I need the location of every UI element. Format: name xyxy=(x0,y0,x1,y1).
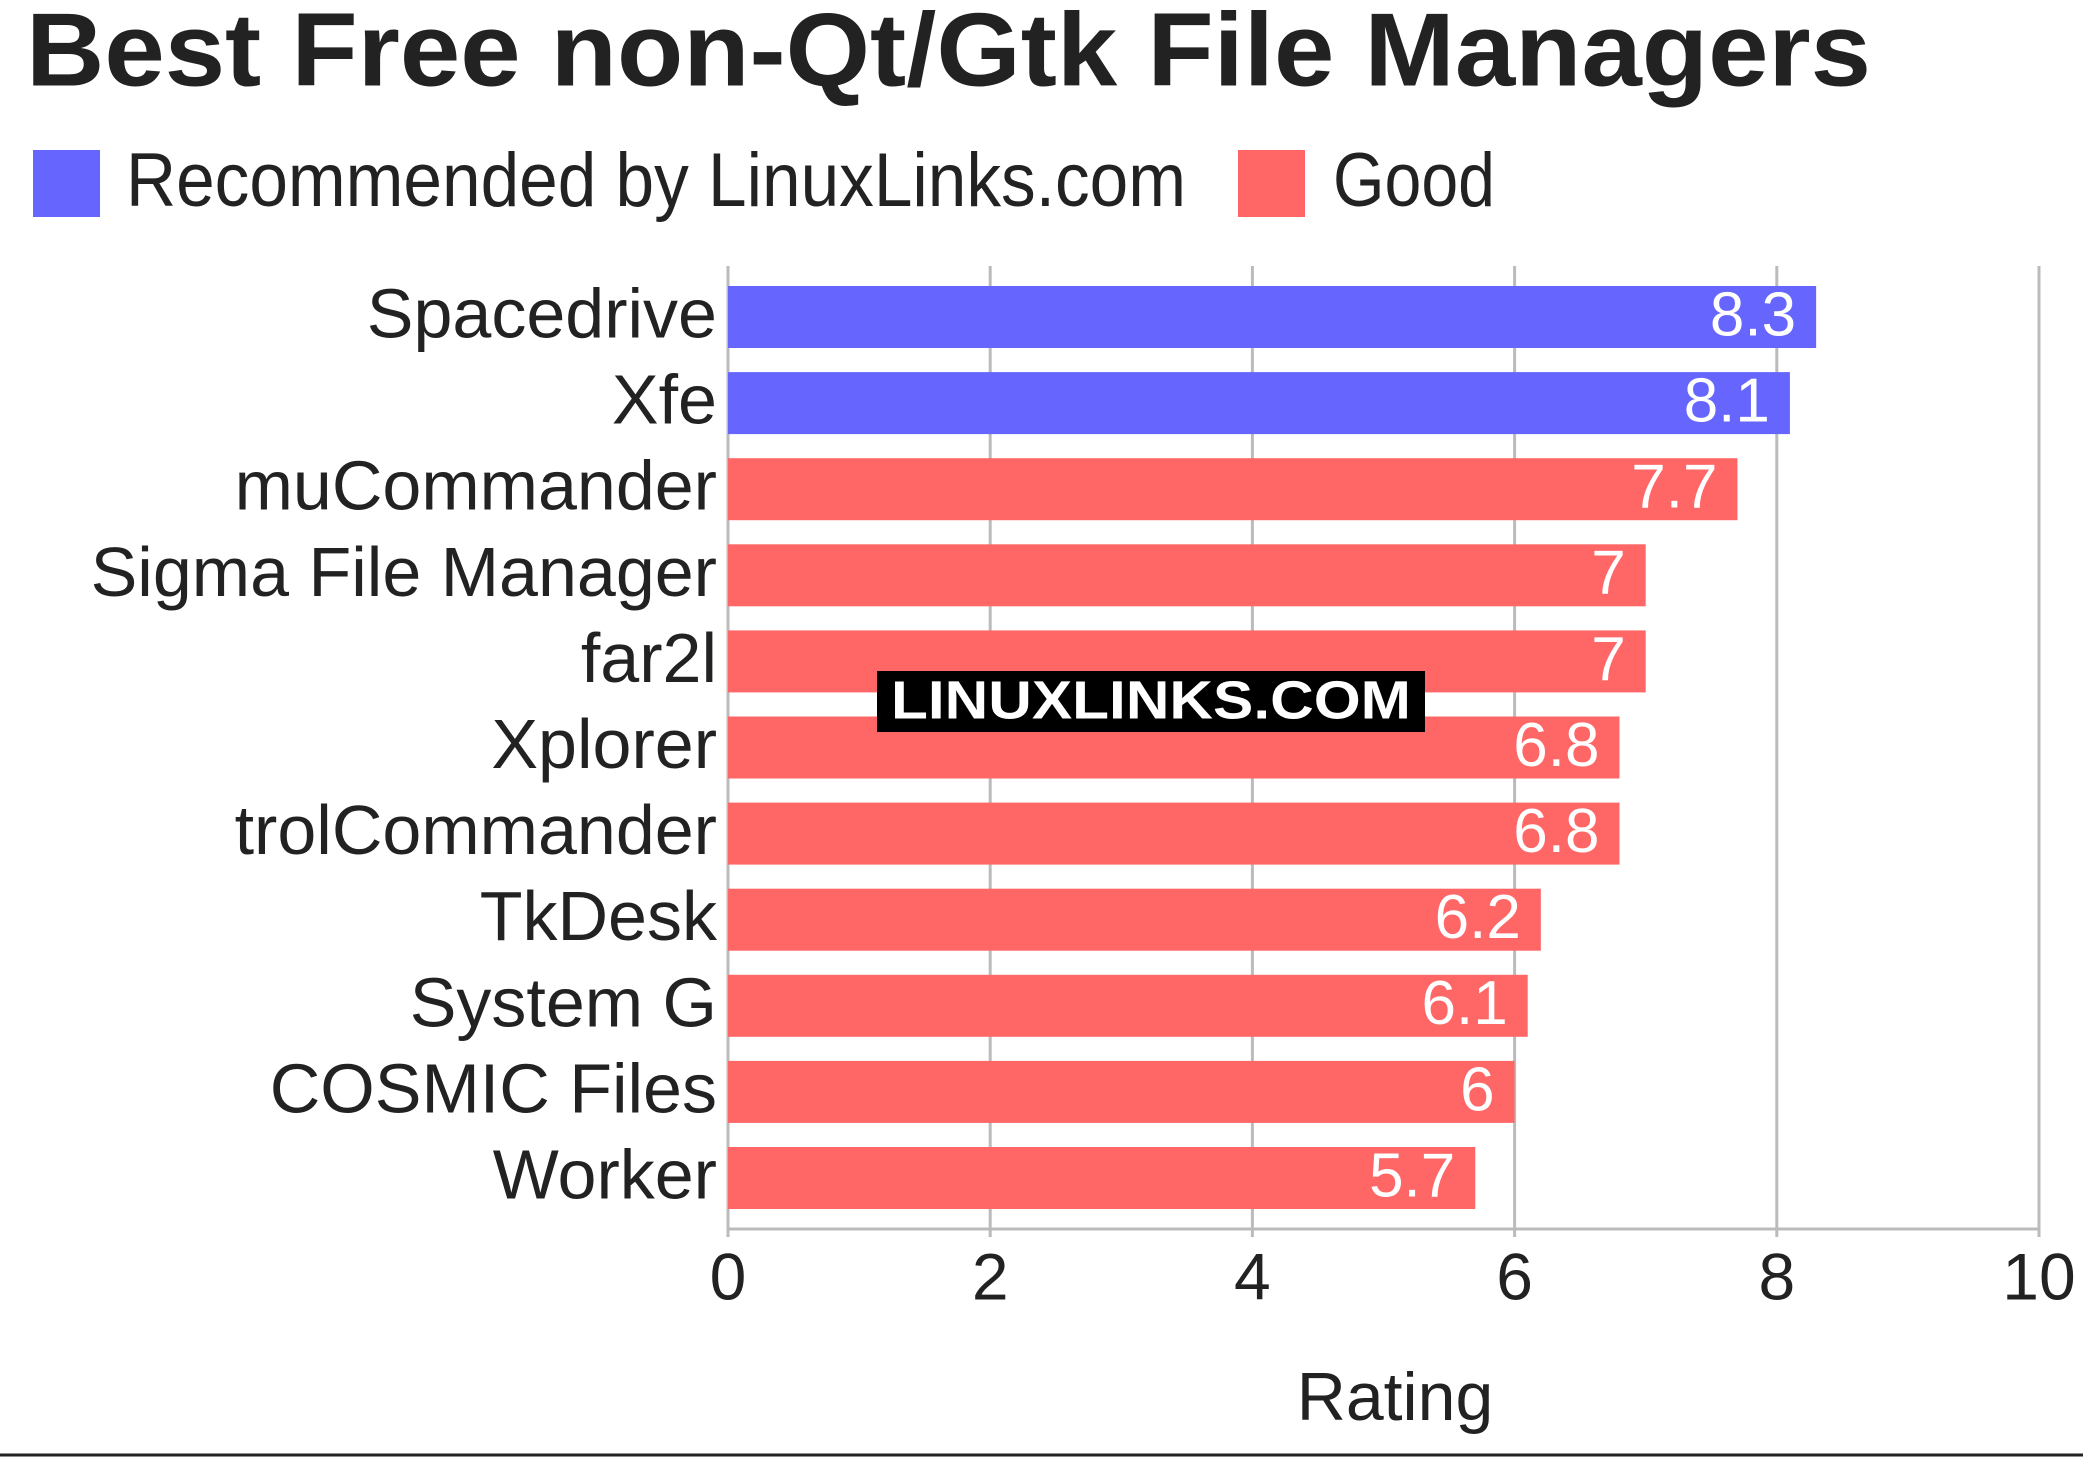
bar xyxy=(728,1147,1476,1209)
bar xyxy=(728,286,1817,348)
value-label: 7.7 xyxy=(1631,453,1717,522)
y-tick-label: TkDesk xyxy=(480,877,718,955)
x-tick-label: 8 xyxy=(1758,1239,1795,1313)
x-tick-label: 6 xyxy=(1496,1239,1533,1313)
value-label: 5.7 xyxy=(1369,1141,1455,1210)
x-tick-label: 10 xyxy=(2002,1239,2075,1313)
y-tick-label: Xfe xyxy=(612,361,717,439)
x-tick-label: 0 xyxy=(710,1239,747,1313)
y-tick-label: Spacedrive xyxy=(367,274,717,352)
bar xyxy=(728,802,1620,865)
watermark: LINUXLINKS.COM xyxy=(891,670,1411,730)
chart-title: Best Free non-Qt/Gtk File Managers xyxy=(26,0,1871,108)
y-tick-label: COSMIC Files xyxy=(270,1049,717,1127)
value-label: 8.1 xyxy=(1684,366,1770,435)
legend-label: Good xyxy=(1333,138,1495,223)
x-axis-label: Rating xyxy=(1297,1359,1494,1435)
value-label: 6.8 xyxy=(1513,711,1599,780)
watermark-box xyxy=(877,671,1425,732)
bar xyxy=(728,372,1790,435)
x-tick-label: 2 xyxy=(972,1239,1009,1313)
value-label: 8.3 xyxy=(1710,280,1796,349)
y-tick-label: System G xyxy=(410,963,717,1041)
x-tick-label: 4 xyxy=(1234,1239,1271,1313)
value-label: 6 xyxy=(1460,1055,1494,1124)
y-tick-label: Worker xyxy=(493,1135,717,1213)
bar xyxy=(728,458,1738,521)
value-label: 6.1 xyxy=(1422,969,1508,1038)
bar xyxy=(728,1060,1515,1123)
legend-swatch xyxy=(1238,150,1305,217)
legend-label: Recommended by LinuxLinks.com xyxy=(126,138,1186,223)
value-label: 7 xyxy=(1591,625,1625,694)
value-label: 6.2 xyxy=(1435,883,1521,952)
y-tick-label: trolCommander xyxy=(235,791,717,869)
y-tick-label: Xplorer xyxy=(491,705,717,783)
y-tick-label: Sigma File Manager xyxy=(91,533,717,611)
value-label: 7 xyxy=(1591,539,1625,608)
legend-swatch xyxy=(33,150,100,217)
y-tick-label: muCommander xyxy=(235,447,717,525)
bar xyxy=(728,544,1646,607)
value-label: 6.8 xyxy=(1513,797,1599,866)
y-tick-label: far2l xyxy=(581,619,717,697)
bar xyxy=(728,974,1528,1037)
bar xyxy=(728,888,1541,951)
